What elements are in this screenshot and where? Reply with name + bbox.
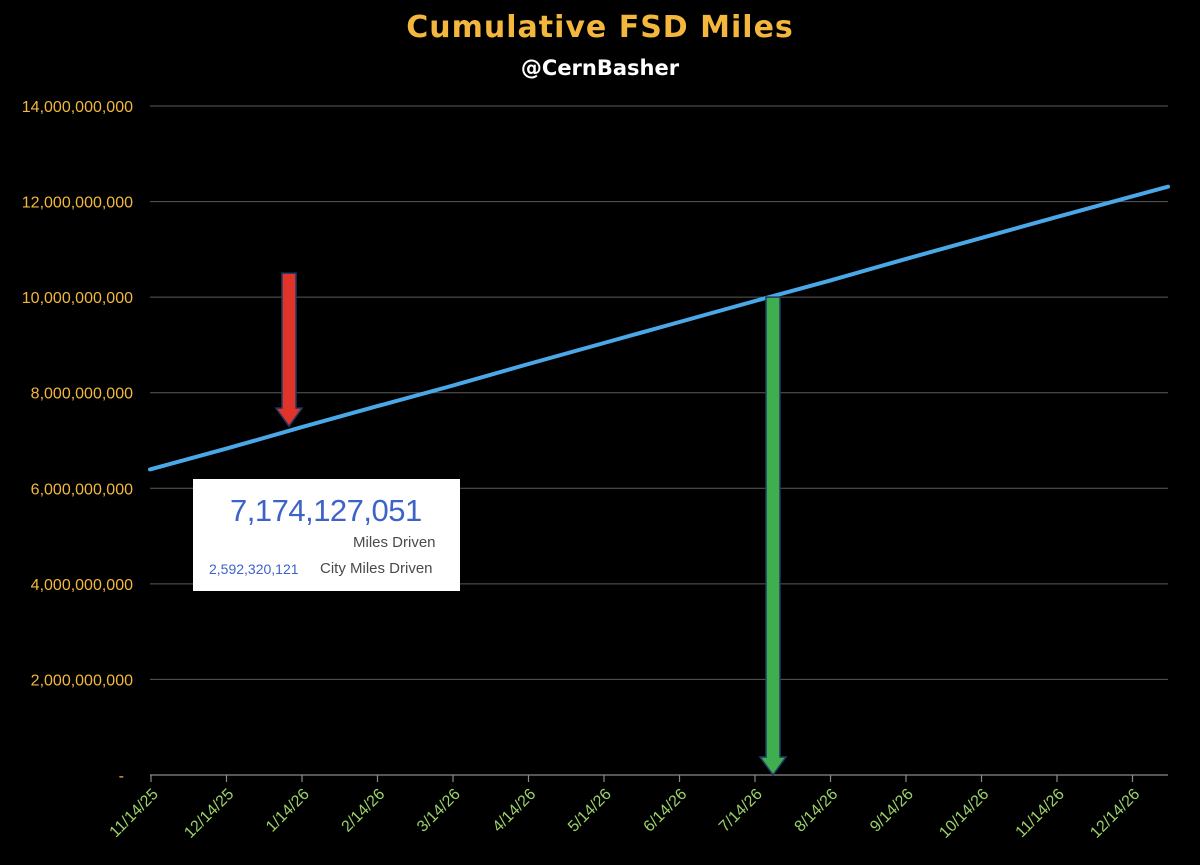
city-miles-label: City Miles Driven bbox=[320, 560, 433, 577]
city-miles-value: 2,592,320,121 bbox=[209, 561, 299, 577]
y-tick-label: 10,000,000,000 bbox=[22, 290, 133, 307]
x-tick-label: 1/14/26 bbox=[263, 786, 313, 836]
x-tick-label: 12/14/26 bbox=[1087, 786, 1143, 842]
grid-lines bbox=[150, 105, 1168, 680]
x-tick-label: 3/14/26 bbox=[414, 786, 464, 836]
x-tick-label: 5/14/26 bbox=[565, 786, 615, 836]
chart-title: Cumulative FSD Miles bbox=[406, 10, 794, 45]
y-axis-ticks: - 2,000,000,000 4,000,000,000 6,000,000,000… bbox=[22, 99, 133, 785]
annotation-layer bbox=[274, 272, 788, 777]
green-down-arrow bbox=[758, 296, 788, 777]
x-tick-label: 12/14/25 bbox=[181, 786, 237, 842]
chart-subtitle: @CernBasher bbox=[520, 56, 680, 80]
x-axis: 11/14/25 12/14/25 1/14/26 2/14/26 3/14/26 4/1… bbox=[107, 774, 1168, 842]
x-tick-label: 11/14/25 bbox=[107, 786, 162, 841]
red-down-arrow bbox=[274, 272, 304, 428]
fsd-miles-line bbox=[148, 184, 1170, 472]
y-tick-label: 12,000,000,000 bbox=[22, 195, 133, 212]
x-tick-label: 2/14/26 bbox=[339, 786, 389, 836]
x-tick-label: 10/14/26 bbox=[936, 786, 992, 842]
x-tick-label: 9/14/26 bbox=[867, 786, 917, 836]
y-tick-label: 6,000,000,000 bbox=[31, 481, 133, 498]
x-tick-label: 7/14/26 bbox=[716, 786, 766, 836]
y-tick-label: - bbox=[119, 768, 124, 785]
x-tick-label: 8/14/26 bbox=[792, 786, 842, 836]
y-tick-label: 14,000,000,000 bbox=[22, 99, 133, 116]
miles-callout-box: 7,174,127,051 Miles Driven 2,592,320,121… bbox=[193, 479, 460, 591]
x-tick-label: 6/14/26 bbox=[641, 786, 691, 836]
miles-driven-value: 7,174,127,051 bbox=[230, 493, 422, 528]
miles-driven-label: Miles Driven bbox=[353, 534, 436, 551]
x-tick-label: 11/14/26 bbox=[1013, 786, 1068, 841]
series-layer bbox=[148, 184, 1170, 472]
y-tick-label: 2,000,000,000 bbox=[31, 672, 133, 689]
x-tick-label: 4/14/26 bbox=[490, 786, 540, 836]
y-tick-label: 8,000,000,000 bbox=[31, 386, 133, 403]
y-tick-label: 4,000,000,000 bbox=[31, 577, 133, 594]
